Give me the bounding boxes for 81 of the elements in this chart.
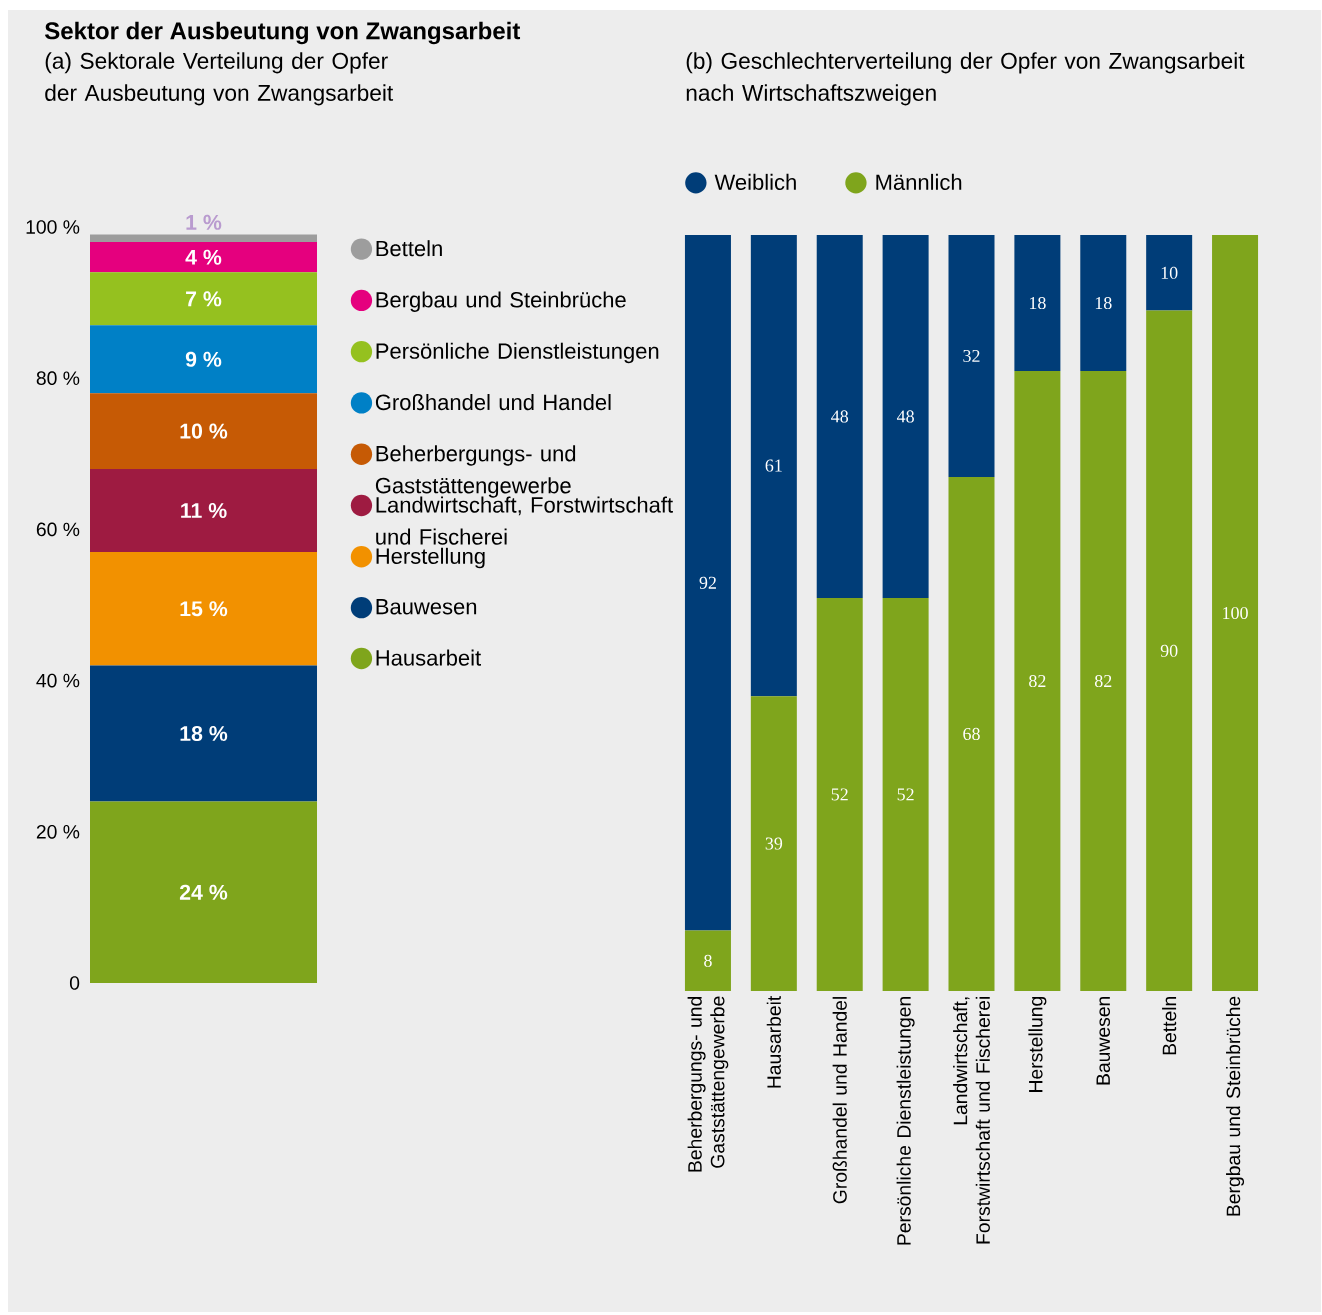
bar [90,468,318,553]
legend-label: Hausarbeit [376,649,482,666]
bar [1014,371,1061,991]
y-tick-label: 0 [69,976,80,990]
legend-label: Landwirtschaft, Forstwirtschaft und Fischerei [376,496,673,545]
data-label: 32 [963,349,980,362]
legend-label: Herstellung [376,547,485,569]
bar [90,325,318,394]
x-tick-label: Herstellung [1028,996,1047,1092]
x-tick-label: Betteln [1162,996,1177,1055]
data-label: 1 % [186,214,222,230]
data-label: 10 % [180,423,228,439]
bar [1014,235,1061,372]
bar [1080,235,1127,372]
data-label: 52 [831,788,848,801]
bar [90,242,318,273]
bar [882,235,929,598]
y-tick-label: 80 % [36,371,80,386]
y-tick-label: 100 % [26,220,80,234]
bar [684,930,731,991]
legend-label: Betteln [376,240,442,257]
bar [948,476,995,991]
bar [816,597,863,991]
data-label: 61 [765,459,782,472]
legend-label: Weiblich [714,173,796,191]
bar [816,235,863,598]
bar [90,234,318,243]
legend-label: Bauwesen [376,599,477,615]
data-label: 82 [1094,674,1112,688]
data-label: 15 % [180,601,228,617]
data-label: 52 [897,788,914,801]
legend-label: Männlich [876,173,962,191]
bar [882,597,929,991]
bar [1146,235,1193,311]
legend-label: Bergbau und Steinbrüche [376,291,626,312]
data-label: 39 [765,837,783,850]
bar [90,552,318,666]
data-label: 100 [1223,606,1248,620]
x-tick-label: Bauwesen [1096,996,1111,1085]
x-tick-label: Bergbau und Steinbrüche [1226,996,1245,1216]
y-tick-label: 20 % [36,824,80,839]
data-label: 90 [1160,644,1178,657]
x-tick-label: Persönliche Dienstleistungen [896,997,915,1245]
bar [1146,310,1193,991]
data-label: 48 [831,410,849,423]
y-tick-label: 60 % [36,522,80,537]
chart-subtitle: (a) Sektorale Verteilung der Opfer der Ausbeutung von Zwangsarbeit [45,52,394,106]
x-tick-label: Hausarbeit [766,995,781,1088]
data-label: 68 [963,727,980,741]
bar [90,393,318,469]
bar [750,696,797,991]
legend-label: Großhandel und Handel [375,393,611,411]
data-label: 48 [896,410,914,423]
bar [750,235,797,697]
bar [948,235,995,477]
data-label: 18 [1029,296,1046,310]
data-label: 18 % [180,725,228,742]
data-label: 11 % [181,502,227,518]
data-label: 7 % [186,291,222,307]
bar [684,235,731,931]
bar [90,665,318,802]
data-label: 18 [1095,296,1112,310]
data-label: 82 [1029,674,1046,688]
data-label: 92 [699,576,716,589]
data-label: 4 % [185,249,222,265]
bar [1080,371,1127,991]
x-tick-label: Beherbergungs- und Gaststättengewerbe [687,996,729,1172]
x-tick-label: Landwirtschaft, Forstwirtschaft und Fischerei [953,997,990,1244]
x-tick-label: Großhandel und Handel [832,997,847,1204]
bar [90,272,318,326]
data-label: 24 % [179,884,228,900]
data-label: 10 [1161,266,1178,279]
legend-label: Beherbergungs- und Gaststättengewerbe [375,445,576,498]
chart-title: Sektor der Ausbeutung von Zwangsarbeit [44,21,521,45]
legend-label: Persönliche Dienstleistungen [376,342,659,364]
y-tick-label: 40 % [36,673,80,688]
data-label: 9 % [185,351,222,367]
chart-subtitle: (b) Geschlechterverteilung der Opfer von Zwangsarbeit nach Wirtschaftszweigen [686,52,1245,106]
bar [90,801,318,983]
bar [1212,235,1259,991]
data-label: 8 [704,954,712,967]
